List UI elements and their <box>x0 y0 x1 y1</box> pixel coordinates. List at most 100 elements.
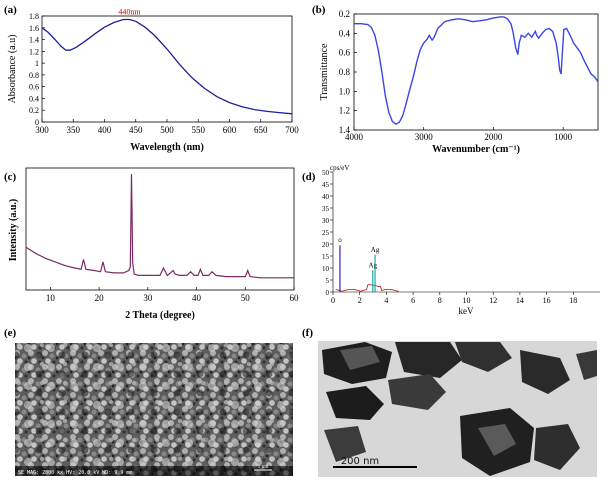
panel-a-x-axis-label: Wavelength (nm) <box>130 142 204 153</box>
panel-d-y-tick-label: 45 <box>322 181 330 189</box>
panel-c-x-tick-label: 40 <box>192 293 202 303</box>
sem-image-overlay <box>15 343 293 476</box>
panel-a-y-tick-label: 0.4 <box>29 94 39 103</box>
tem-scale-label: 200 nm <box>341 456 379 467</box>
panel-d-x-tick-label: 18 <box>569 296 577 305</box>
panel-d-x-tick-label: 0 <box>331 296 335 305</box>
tem-particle <box>326 386 384 420</box>
panel-d-x-tick-label: 16 <box>543 296 551 305</box>
panel-a-x-tick-label: 300 <box>35 125 49 135</box>
tem-particle <box>340 346 380 370</box>
panel-b-y-tick-label: 0.2 <box>339 9 350 19</box>
panel-b-label: (b) <box>312 4 326 16</box>
panel-a-x-tick-label: 550 <box>192 125 206 135</box>
panel-a-y-tick-label: 0.6 <box>29 83 39 92</box>
panel-d-y-tick-label: 20 <box>322 241 330 249</box>
panel-b-y-tick-label: 1.4 <box>339 125 351 135</box>
panel-c-label: (c) <box>4 171 17 183</box>
panel-b: (b) 4000 3000 2000 1000 0.2 0.4 0.6 0.8 1.0 1.2 1.… <box>312 4 599 155</box>
panel-d-y-tick-label: 50 <box>322 169 330 177</box>
panel-a-y-tick-label: 1.2 <box>29 47 39 56</box>
panel-a-y-tick-label: 1.6 <box>29 24 39 33</box>
panel-a-label: (a) <box>4 4 17 16</box>
panel-d-y-tick-label: 10 <box>322 265 330 273</box>
panel-d-y-tick-label: 40 <box>322 193 330 201</box>
panel-d: (d) cps/eV 0 2 4 6 8 10 12 14 16 18 0 5 10 15 20 25 30 35… <box>302 164 600 316</box>
panel-b-y-tick-label: 0.6 <box>339 48 351 58</box>
panel-b-y-tick-label: 0.4 <box>339 28 351 38</box>
panel-d-x-tick-label: 8 <box>438 296 442 305</box>
tem-particle <box>534 424 580 470</box>
tem-particle <box>478 424 516 456</box>
panel-b-x-tick-label: 4000 <box>345 132 364 142</box>
tem-particle <box>395 342 462 378</box>
panel-b-x-tick-label: 3000 <box>415 132 434 142</box>
tem-particle <box>388 374 446 410</box>
panel-a-x-tick-label: 500 <box>160 125 174 135</box>
panel-c: (c) 10 20 30 40 50 60 2 Theta (degree) Intens… <box>4 167 300 321</box>
panel-c-y-axis-label: Intensity (a.u.) <box>8 199 19 262</box>
panel-d-y-tick-label: 35 <box>322 205 330 213</box>
sem-footer-bar <box>15 466 293 476</box>
panel-c-x-tick-label: 60 <box>290 293 300 303</box>
panel-b-y-tick-label: 0.8 <box>339 67 351 77</box>
tem-particle <box>455 342 512 372</box>
panel-a-x-tick-label: 400 <box>98 125 112 135</box>
panel-d-x-tick-label: 14 <box>516 296 524 305</box>
panel-b-series-line <box>354 16 599 126</box>
sem-image-shade <box>15 343 293 476</box>
panel-d-peak-label: Ag <box>371 246 380 254</box>
panel-a-y-tick-label: 1.8 <box>29 12 39 21</box>
panel-a-x-tick-label: 350 <box>67 125 81 135</box>
panel-d-y-tick-label: 0 <box>326 289 330 297</box>
panel-c-frame <box>25 167 295 291</box>
panel-b-x-axis-label: Wavenumber (cm⁻¹) <box>432 144 520 155</box>
tem-particles <box>322 342 597 476</box>
panel-a-x-tick-label: 650 <box>254 125 268 135</box>
panel-d-y-tick-label: 15 <box>322 253 330 261</box>
panel-d-x-tick-label: 6 <box>411 296 415 305</box>
tem-particle <box>576 350 597 380</box>
sem-footer-text: SE MAG: 2000 kx HV: 20.0 kV WD: 9.9 mm <box>18 470 132 476</box>
panel-d-x-tick-label: 4 <box>384 296 388 305</box>
panel-d-y-tick-label: 5 <box>326 277 330 285</box>
panel-c-x-tick-label: 20 <box>95 293 105 303</box>
sem-cursor-marker: + <box>193 378 199 390</box>
panel-b-y-axis-label: Transmittance <box>319 43 330 100</box>
panel-a-frame <box>41 15 293 123</box>
panel-d-x-axis-label: keV <box>459 306 474 316</box>
panel-d-label: (d) <box>302 171 316 183</box>
panel-d-y-axis-label: cps/eV <box>330 164 349 172</box>
panel-a-peak-annotation: 440nm <box>118 8 141 17</box>
panel-a-x-tick-label: 700 <box>285 125 299 135</box>
panel-d-y-tick-label: 30 <box>322 217 330 225</box>
panel-c-series-line <box>25 174 294 279</box>
panel-d-x-tick-label: 12 <box>489 296 497 305</box>
panel-a-x-tick-label: 600 <box>223 125 237 135</box>
panel-f-label: (f) <box>302 327 313 339</box>
panel-d-x-tick-label: 2 <box>358 296 362 305</box>
panel-b-x-tick-label: 2000 <box>484 132 503 142</box>
panel-d-y-tick-label: 25 <box>322 229 330 237</box>
panel-d-background-noise <box>335 284 399 292</box>
panel-c-x-tick-label: 50 <box>241 293 251 303</box>
panel-a-x-tick-label: 450 <box>129 125 143 135</box>
panel-d-peak-label: o <box>338 236 342 244</box>
panel-d-peak-label: Ag <box>369 261 378 269</box>
panel-a-y-tick-label: 1 <box>35 59 39 68</box>
panel-a-y-tick-label: 0.2 <box>29 106 39 115</box>
sem-scale-label: 1 µm <box>258 465 269 470</box>
tem-particle <box>324 426 366 462</box>
panel-b-x-tick-label: 1000 <box>554 132 573 142</box>
panel-c-x-tick-label: 30 <box>143 293 153 303</box>
panel-a: (a) 300 350 400 450 500 550 600 650 700 0 0.2 0.4 0.… <box>4 4 299 153</box>
panel-e-label: (e) <box>4 327 17 339</box>
panel-f: (f) 200 nm <box>302 327 597 477</box>
panel-a-series-line <box>41 18 293 115</box>
panel-b-y-tick-label: 1.2 <box>339 106 350 116</box>
tem-particle <box>520 350 570 394</box>
panel-a-y-tick-label: 0 <box>35 118 39 127</box>
panel-d-x-tick-label: 10 <box>463 296 471 305</box>
